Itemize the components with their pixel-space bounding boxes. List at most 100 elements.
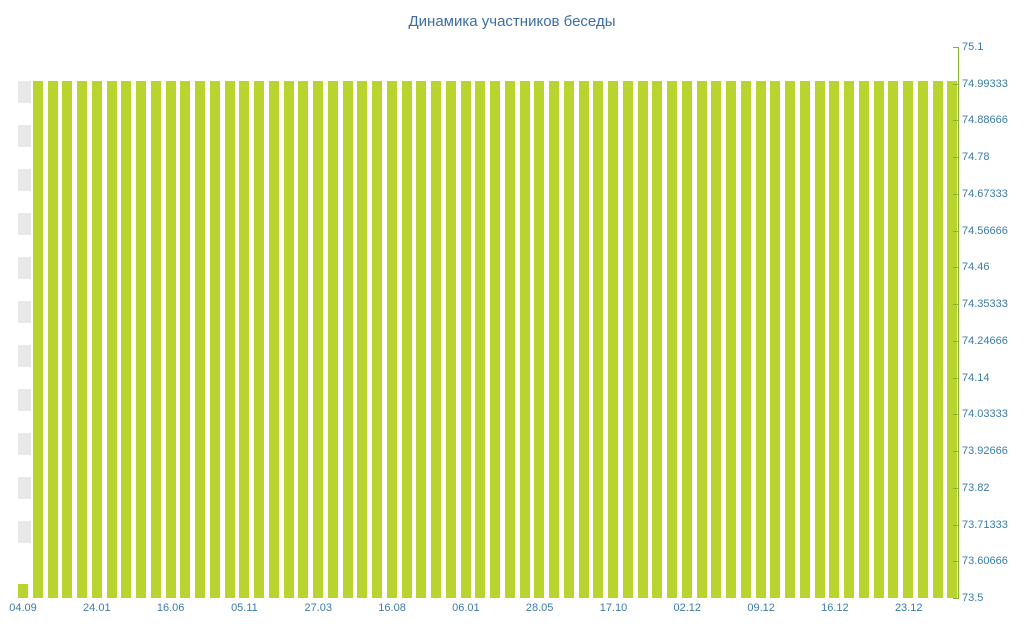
y-tick-label: 74.67333 [962, 187, 1008, 200]
bar [785, 81, 795, 598]
bar [504, 81, 515, 598]
bar [106, 81, 117, 598]
x-tick-label: 24.01 [83, 602, 111, 614]
y-tick-label: 73.5 [962, 592, 984, 604]
bar [195, 81, 205, 598]
bar [224, 81, 235, 598]
x-tick-label: 05.11 [231, 602, 258, 614]
bar [62, 81, 73, 598]
y-tick-label: 75.1 [962, 41, 984, 53]
bar [18, 584, 28, 598]
y-tick-label: 74.46 [962, 261, 990, 274]
bars-container [18, 47, 958, 598]
y-tick-mark [953, 377, 958, 379]
chart-title: Динамика участников беседы [408, 13, 616, 30]
bar [416, 81, 427, 598]
bar [401, 81, 412, 598]
bar [652, 81, 663, 598]
bar [386, 81, 397, 598]
bar [903, 81, 913, 598]
bar [165, 81, 176, 598]
bar [873, 81, 884, 598]
bar [711, 81, 722, 598]
bar [622, 81, 633, 598]
bar [681, 81, 692, 598]
y-tick-label: 74.88666 [962, 114, 1008, 127]
bar [593, 81, 604, 598]
y-tick-label: 74.03333 [962, 408, 1008, 421]
y-tick-label: 74.14 [962, 371, 990, 384]
bar [47, 81, 58, 598]
bar [150, 81, 161, 598]
bar [180, 81, 191, 598]
y-tick-mark [953, 487, 958, 489]
bar [32, 81, 43, 598]
bar [239, 81, 250, 598]
background-stripes [18, 81, 31, 546]
y-tick-mark [953, 524, 958, 526]
bar [770, 81, 781, 598]
x-tick-label: 28.05 [525, 602, 554, 614]
y-tick-label: 74.35333 [962, 298, 1008, 311]
y-tick-mark [953, 193, 958, 195]
x-tick-label: 09.12 [747, 602, 775, 614]
bar [372, 81, 382, 598]
y-tick-mark [953, 83, 958, 85]
bar [563, 81, 574, 598]
bar [608, 81, 618, 598]
x-tick-label: 17.10 [599, 602, 628, 614]
y-tick-label: 74.99333 [962, 77, 1008, 90]
y-tick-mark [953, 157, 958, 159]
bar [917, 81, 928, 598]
bar [460, 81, 471, 598]
bar [947, 81, 958, 598]
bar [888, 81, 899, 598]
plot-area [18, 47, 958, 598]
y-tick-mark [953, 304, 958, 306]
bar [844, 81, 854, 598]
bar [667, 81, 677, 598]
y-tick-mark [953, 414, 958, 416]
y-tick-mark [953, 120, 958, 122]
bar [475, 81, 486, 598]
bar [121, 81, 132, 598]
y-tick-label: 74.56666 [962, 224, 1008, 237]
bar [549, 81, 559, 598]
bar [327, 81, 338, 598]
bar [445, 81, 456, 598]
y-tick-label: 73.92666 [962, 445, 1008, 458]
x-tick-label: 02.12 [673, 602, 702, 614]
x-tick-label: 16.08 [378, 602, 406, 614]
y-tick-mark [953, 340, 958, 342]
x-tick-label: 04.09 [9, 602, 37, 614]
bar [342, 81, 353, 598]
bar [755, 81, 766, 598]
bar [932, 81, 943, 598]
bar [283, 81, 294, 598]
bar [490, 81, 500, 598]
bar [814, 81, 825, 598]
y-tick-label: 73.60666 [962, 555, 1008, 568]
bar [534, 81, 545, 598]
y-tick-mark [953, 598, 958, 599]
bar [136, 81, 146, 598]
y-tick-label: 73.82 [962, 481, 990, 494]
bar [91, 81, 102, 598]
x-tick-label: 16.12 [821, 602, 849, 614]
y-tick-mark [953, 230, 958, 232]
bar [431, 81, 441, 598]
y-tick-mark [953, 451, 958, 453]
y-tick-mark [953, 47, 958, 48]
y-tick-label: 73.71333 [962, 518, 1008, 531]
bar [298, 81, 309, 598]
bar [519, 81, 530, 598]
x-tick-label: 27.03 [304, 602, 332, 614]
x-tick-label: 16.06 [156, 602, 185, 614]
bar [313, 81, 323, 598]
bar [357, 81, 368, 598]
y-tick-mark [953, 267, 958, 269]
bar [77, 81, 87, 598]
bar [209, 81, 220, 598]
bar [268, 81, 279, 598]
